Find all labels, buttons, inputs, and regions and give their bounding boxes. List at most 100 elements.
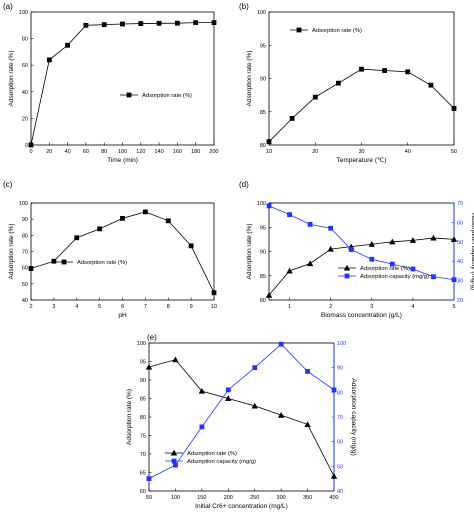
data-point (172, 356, 179, 363)
x-tick-label: 7 (144, 304, 147, 310)
data-point (327, 245, 334, 252)
plot-frame (268, 202, 455, 301)
data-point (120, 21, 125, 27)
y-tick-label: 100 (137, 341, 146, 347)
y-axis-label: Adsorption rate (%) (8, 51, 15, 107)
data-point (305, 368, 310, 374)
data-point (199, 424, 205, 430)
y2-tick-label: 30 (457, 279, 463, 285)
data-point (51, 258, 57, 264)
y-axis-label: Adsorption rate (%) (246, 224, 253, 280)
y2-axis-label: Adsorption capacity (mg/g) (470, 213, 474, 290)
x-tick-label: 1 (288, 304, 291, 310)
y2-tick-label: 70 (337, 415, 343, 421)
series-line (148, 359, 335, 477)
data-point (331, 387, 337, 393)
y-tick-label: 0 (25, 143, 28, 149)
x-axis-label: Initial Cr6+ concentration (mg/L) (195, 503, 288, 510)
y-tick-label: 80 (140, 415, 146, 421)
data-point (165, 218, 171, 224)
data-point (382, 68, 388, 73)
x-tick-label: 2 (329, 304, 332, 310)
data-point (287, 212, 292, 218)
data-point (410, 266, 416, 272)
x-tick-label: 180 (191, 149, 200, 155)
legend-marker (170, 449, 178, 456)
data-point (409, 237, 417, 243)
data-point (46, 57, 52, 63)
x-tick-label: 160 (173, 149, 182, 155)
y-tick-label: 100 (257, 201, 266, 207)
y-tick-label: 85 (140, 397, 146, 403)
x-tick-label: 40 (405, 149, 411, 155)
x-tick-label: 100 (118, 149, 127, 155)
data-point (265, 291, 273, 298)
legend-marker (343, 264, 351, 271)
y-tick-label: 50 (22, 282, 28, 288)
data-point (328, 225, 334, 231)
y2-tick-label: 40 (457, 259, 463, 265)
data-point (156, 20, 162, 26)
data-point (450, 236, 458, 242)
y-tick-label: 80 (260, 143, 266, 149)
series-line (268, 68, 455, 142)
data-point (359, 66, 364, 72)
x-tick-label: 400 (329, 495, 338, 501)
x-tick-label: 120 (136, 149, 145, 155)
y-tick-label: 80 (22, 37, 28, 43)
chart-panel-2: (b) 10 20 30 40 50 80 85 90 95 100 Temperature (℃) A… (239, 2, 457, 164)
x-tick-label: 9 (190, 304, 193, 310)
data-point (369, 256, 375, 262)
x-axis-label: Temperature (℃) (337, 157, 387, 164)
legend-label: Adsorption rate (%) (187, 451, 237, 457)
data-point (74, 235, 80, 241)
data-point (65, 42, 70, 48)
plot-frame (30, 11, 215, 146)
y-tick-label: 90 (260, 250, 266, 256)
data-point (120, 215, 125, 221)
panel-label: (e) (147, 333, 157, 342)
data-point (188, 243, 194, 249)
data-point (145, 363, 153, 370)
series-line (148, 343, 335, 480)
y-tick-label: 60 (22, 63, 28, 69)
y-tick-label: 90 (22, 217, 28, 223)
y-tick-label: 90 (260, 77, 266, 83)
data-point (28, 142, 34, 148)
legend-label: Adsorption capacity (mg/g) (187, 459, 256, 465)
legend-label: Adsorption rate (%) (312, 28, 362, 34)
data-point (312, 94, 318, 100)
data-point (431, 274, 436, 280)
y-tick-label: 100 (257, 10, 266, 16)
x-tick-label: 50 (451, 149, 457, 155)
data-point (175, 20, 180, 26)
y-axis-label: Adsorption rate (%) (246, 51, 253, 107)
data-point (278, 341, 284, 347)
data-point (28, 266, 34, 271)
data-point (211, 290, 217, 296)
data-point (368, 241, 375, 247)
y2-tick-label: 20 (457, 298, 463, 304)
x-tick-label: 5 (452, 304, 455, 310)
data-point (389, 261, 395, 267)
x-tick-label: 350 (303, 495, 312, 501)
data-point (225, 395, 232, 402)
data-point (286, 267, 293, 274)
x-tick-label: 10 (211, 304, 217, 310)
data-point (138, 21, 144, 26)
y-tick-label: 85 (260, 110, 266, 116)
x-tick-label: 140 (155, 149, 164, 155)
y2-tick-label: 80 (337, 390, 343, 396)
panel-label: (b) (239, 2, 249, 11)
legend-marker (61, 259, 67, 265)
x-tick-label: 3 (370, 304, 373, 310)
x-tick-label: 20 (312, 149, 318, 155)
data-point (277, 411, 285, 418)
data-point (251, 402, 258, 409)
data-point (198, 387, 206, 394)
x-tick-label: 50 (146, 495, 152, 501)
plot-frame (148, 342, 335, 492)
data-point (307, 221, 313, 227)
y-tick-label: 20 (22, 116, 28, 122)
